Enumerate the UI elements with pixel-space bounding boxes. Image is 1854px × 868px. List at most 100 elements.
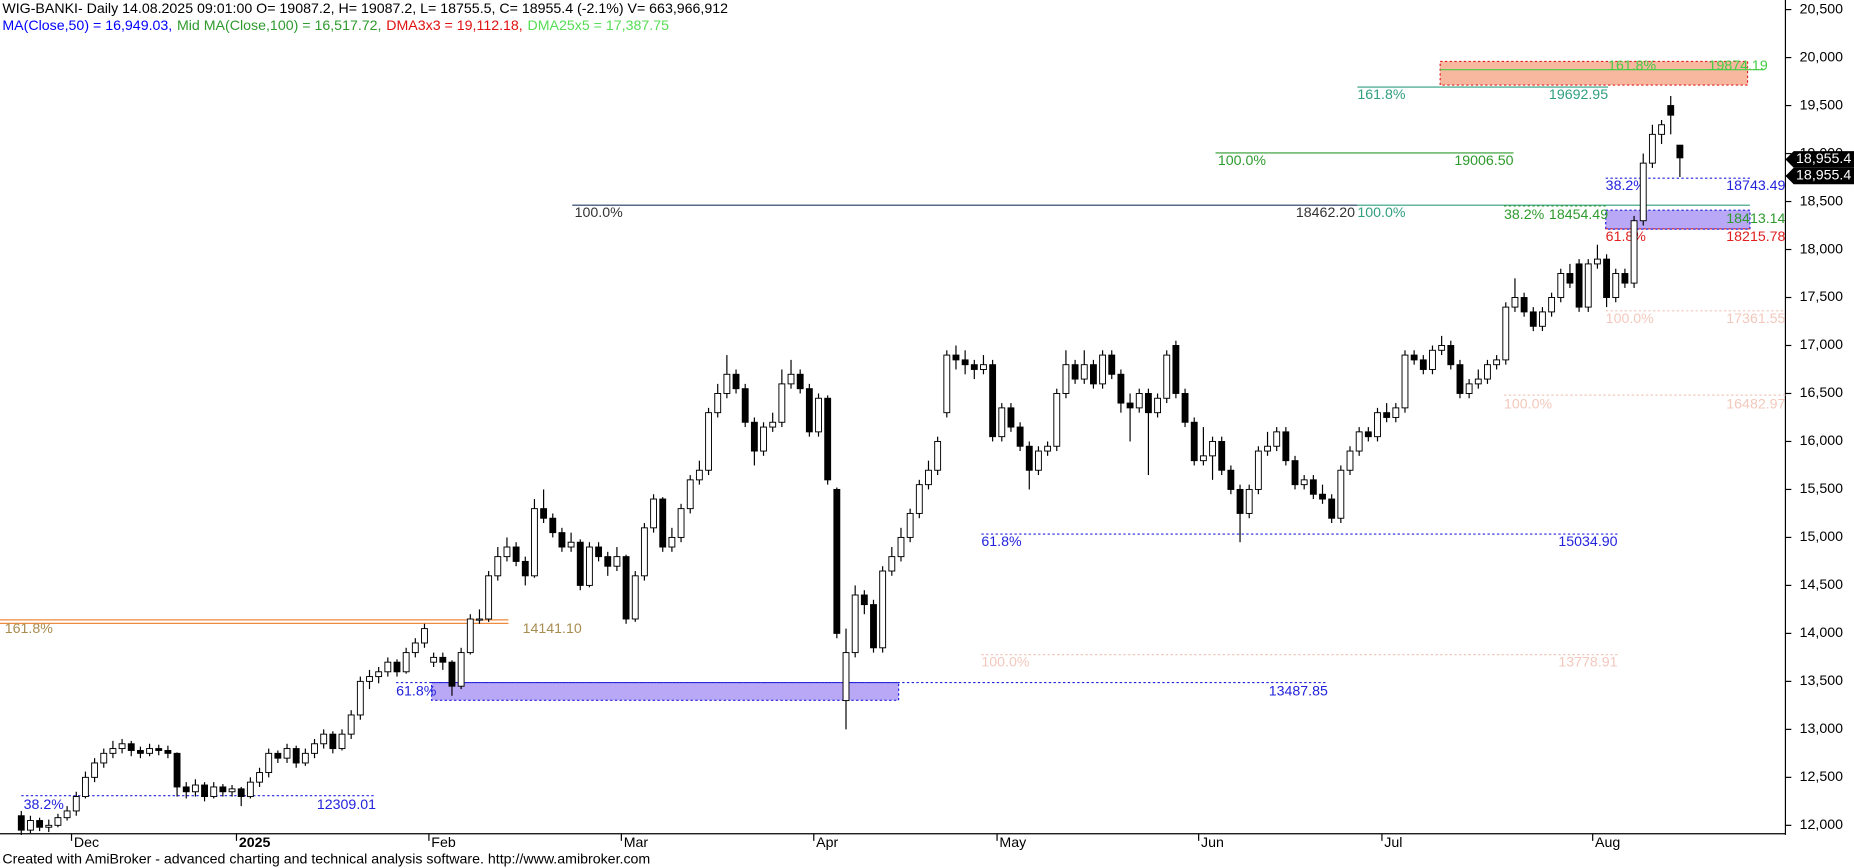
candle-body bbox=[750, 421, 758, 452]
y-tick-label: 12,500 bbox=[1800, 769, 1843, 785]
candle-body bbox=[1300, 479, 1308, 486]
candle-body bbox=[1529, 311, 1537, 327]
support-zone bbox=[430, 682, 900, 701]
indicator-entry: Mid MA(Close,100) = 16,517.72, bbox=[177, 18, 382, 34]
candle-body bbox=[695, 469, 703, 481]
level-percent: 161.8% bbox=[1608, 58, 1656, 74]
candle-body bbox=[1447, 345, 1455, 366]
candle-body bbox=[925, 469, 932, 486]
candle-body bbox=[1199, 455, 1207, 462]
level-value: 16482.97 bbox=[1726, 396, 1785, 412]
candle-body bbox=[45, 824, 53, 828]
candle-body bbox=[1539, 311, 1546, 327]
candle-body bbox=[155, 748, 163, 751]
x-tick-label: 2025 bbox=[239, 835, 271, 851]
candle-body bbox=[1429, 349, 1436, 370]
candle-body bbox=[714, 393, 722, 414]
price-tag bbox=[1785, 167, 1854, 185]
x-tick-label: Mar bbox=[624, 835, 649, 851]
level-value: 13778.91 bbox=[1558, 655, 1617, 671]
candle-body bbox=[723, 373, 731, 394]
candle-body bbox=[622, 556, 630, 620]
candle-body bbox=[796, 373, 804, 390]
candle-body bbox=[191, 784, 199, 793]
price-tag-label: 18,955.4 bbox=[1796, 151, 1851, 167]
candle-body bbox=[531, 508, 538, 577]
candle-body bbox=[1089, 364, 1097, 385]
candle-body bbox=[1209, 440, 1216, 457]
y-tick-label: 14,500 bbox=[1800, 577, 1843, 593]
candle-body bbox=[778, 383, 786, 423]
indicator-entry: DMA25x5 = 17,387.75 bbox=[527, 18, 669, 34]
candle-body bbox=[1126, 402, 1134, 409]
candle-body bbox=[1584, 263, 1592, 308]
level-percent: 38.2% bbox=[1606, 178, 1647, 194]
candle-body bbox=[54, 817, 62, 826]
level-value: 18454.49 bbox=[1549, 207, 1608, 223]
candle-body bbox=[411, 642, 419, 654]
candle-body bbox=[1282, 431, 1290, 462]
candle-body bbox=[1575, 263, 1583, 308]
level-value: 18215.78 bbox=[1726, 229, 1785, 245]
candle-body bbox=[860, 594, 868, 606]
level-percent: 61.8% bbox=[981, 534, 1022, 550]
candle-body bbox=[970, 364, 978, 370]
candle-body bbox=[1621, 273, 1629, 284]
level-percent: 100.0% bbox=[981, 655, 1029, 671]
candle-body bbox=[787, 373, 795, 385]
candle-body bbox=[1374, 412, 1381, 438]
candle-body bbox=[650, 498, 657, 529]
candle-body bbox=[164, 750, 172, 754]
candle-body bbox=[1346, 450, 1354, 471]
candle-body bbox=[1456, 364, 1464, 394]
indicator-legend: MA(Close,50) = 16,949.03, Mid MA(Close,10… bbox=[2, 18, 669, 34]
candle-body bbox=[439, 656, 447, 663]
candle-body bbox=[943, 354, 951, 414]
candle-body bbox=[879, 570, 887, 649]
level-percent: 61.8% bbox=[1606, 229, 1647, 245]
candle-body bbox=[1593, 258, 1601, 265]
candle-body bbox=[402, 652, 410, 673]
y-tick-label: 16,000 bbox=[1800, 433, 1843, 449]
candle-body bbox=[1264, 445, 1271, 452]
y-tick-label: 18,000 bbox=[1800, 241, 1843, 257]
y-tick-label: 18,500 bbox=[1800, 193, 1843, 209]
target-zone bbox=[1439, 60, 1749, 86]
candle-body bbox=[897, 536, 905, 558]
candle-body bbox=[851, 594, 859, 654]
candle-body bbox=[512, 546, 520, 562]
candle-body bbox=[1658, 124, 1665, 135]
y-tick-label: 20,000 bbox=[1800, 49, 1843, 65]
candle-body bbox=[934, 440, 942, 471]
candle-body bbox=[1071, 364, 1079, 380]
candle-body bbox=[1080, 364, 1088, 380]
candle-body bbox=[1135, 393, 1143, 409]
level-value: 19874.19 bbox=[1709, 58, 1768, 74]
candle-body bbox=[182, 786, 190, 793]
candle-body bbox=[1639, 162, 1647, 222]
candle-body bbox=[1236, 488, 1244, 514]
x-tick-label: May bbox=[999, 835, 1027, 851]
candle-body bbox=[63, 810, 71, 819]
level-percent: 100.0% bbox=[1504, 396, 1552, 412]
candle-body bbox=[338, 733, 346, 750]
footer: Created with AmiBroker - advanced charti… bbox=[2, 851, 650, 867]
candle-body bbox=[494, 556, 502, 577]
level-value: 14141.10 bbox=[523, 621, 582, 637]
candle-body bbox=[915, 484, 923, 514]
candle-body bbox=[457, 652, 465, 687]
candle-body bbox=[393, 661, 401, 673]
indicator-entry: DMA3x3 = 19,112.18, bbox=[386, 18, 523, 34]
candle-body bbox=[1383, 412, 1391, 418]
candle-body bbox=[1392, 407, 1400, 418]
candle-body bbox=[100, 752, 108, 764]
candle-body bbox=[1273, 431, 1281, 447]
candle-body bbox=[1172, 345, 1180, 394]
candle-body bbox=[1557, 273, 1565, 298]
candle-body bbox=[127, 743, 135, 751]
candle-body bbox=[1511, 297, 1519, 308]
y-tick-label: 19,500 bbox=[1800, 97, 1843, 113]
y-tick-label: 17,500 bbox=[1800, 289, 1843, 305]
candle-body bbox=[1144, 393, 1152, 414]
candle-body bbox=[1520, 297, 1528, 313]
